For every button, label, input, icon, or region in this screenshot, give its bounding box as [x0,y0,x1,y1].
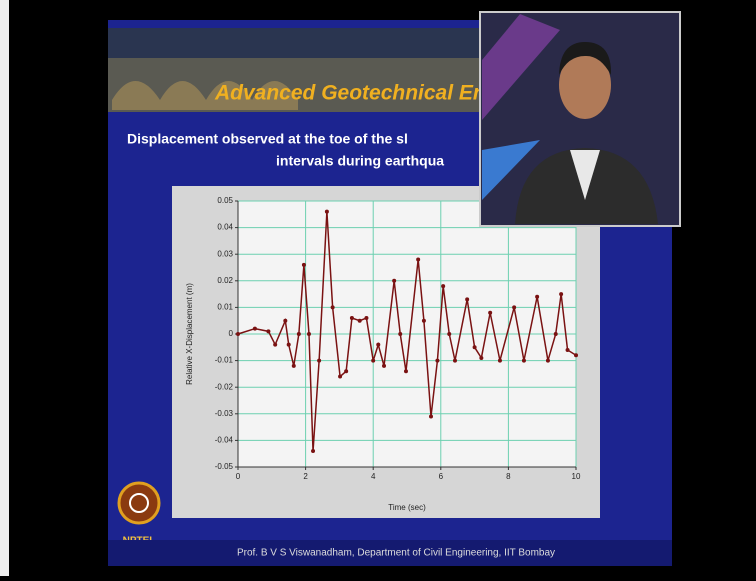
data-point [252,326,257,331]
presenter-shirt [570,150,600,200]
x-tick-label: 10 [572,472,581,481]
y-tick-label: 0.04 [217,223,233,232]
x-axis-label: Time (sec) [388,503,426,512]
data-point [371,358,376,363]
data-point [565,347,570,352]
data-point [447,332,452,336]
data-point [435,358,440,363]
slide-heading: intervals during earthqua [276,153,444,169]
y-tick-label: -0.01 [215,356,234,365]
data-point [497,358,502,363]
data-point [296,332,301,336]
bridge-arches [112,81,298,110]
x-tick-label: 0 [236,472,241,481]
data-point [283,318,288,323]
logo-wheel [129,493,149,513]
data-point [488,310,493,315]
y-tick-label: -0.05 [215,462,234,471]
data-point [357,318,362,323]
data-point [452,358,457,363]
data-point [349,316,354,321]
footer-bar [108,540,672,566]
data-point [441,284,446,289]
presenter-hair [559,42,612,75]
y-axis-label: Relative X-Displacement (m) [185,283,194,385]
data-point [291,363,296,368]
data-point [428,414,433,419]
data-point [364,316,369,321]
data-point [553,332,558,336]
slide-heading: Displacement observed at the toe of the … [127,131,408,147]
data-point [574,353,578,358]
data-point [266,329,271,334]
y-tick-label: -0.03 [215,409,234,418]
course-title: Advanced Geotechnical Eng [214,82,499,105]
data-point [236,332,240,336]
data-point [479,355,484,360]
data-point [392,278,397,283]
data-point [545,358,550,363]
data-point [301,262,306,267]
left-margin [0,0,9,576]
data-point [535,294,540,299]
logo-emblem [117,481,161,525]
data-point [344,369,349,374]
x-tick-label: 8 [506,472,511,481]
data-point [273,342,278,347]
data-point [398,332,403,336]
data-point [403,369,408,374]
data-point [286,342,291,347]
data-point [306,332,311,336]
y-tick-label: 0.02 [217,276,233,285]
data-point [330,305,335,310]
data-point [472,345,477,350]
x-tick-label: 6 [439,472,444,481]
data-point [559,292,564,297]
video-backdrop [482,140,540,200]
data-point [382,363,387,368]
y-tick-label: 0.01 [217,303,233,312]
data-point [512,305,517,310]
footer-text: Prof. B V S Viswanadham, Department of C… [237,548,555,559]
presenter-video [479,11,681,227]
data-point [465,297,470,302]
data-point [521,358,526,363]
video-backdrop [482,14,560,120]
presenter-face [559,51,611,119]
data-point [376,342,381,347]
data-point [324,209,329,214]
data-point [317,358,322,363]
data-point [416,257,421,262]
y-tick-label: -0.02 [215,382,234,391]
chart: 0.05 0.04 0.03 0.02 0.01 0 -0.01 -0.02 -0.03 -0.0… [215,196,581,481]
data-point [338,374,343,379]
data-point [311,449,316,454]
y-tick-label: -0.04 [215,436,234,445]
y-tick-label: 0.03 [217,249,233,258]
y-tick-label: 0.05 [217,196,233,205]
x-tick-label: 4 [371,472,376,481]
x-tick-label: 2 [303,472,308,481]
y-tick-label: 0 [229,329,234,338]
data-point [421,318,426,323]
